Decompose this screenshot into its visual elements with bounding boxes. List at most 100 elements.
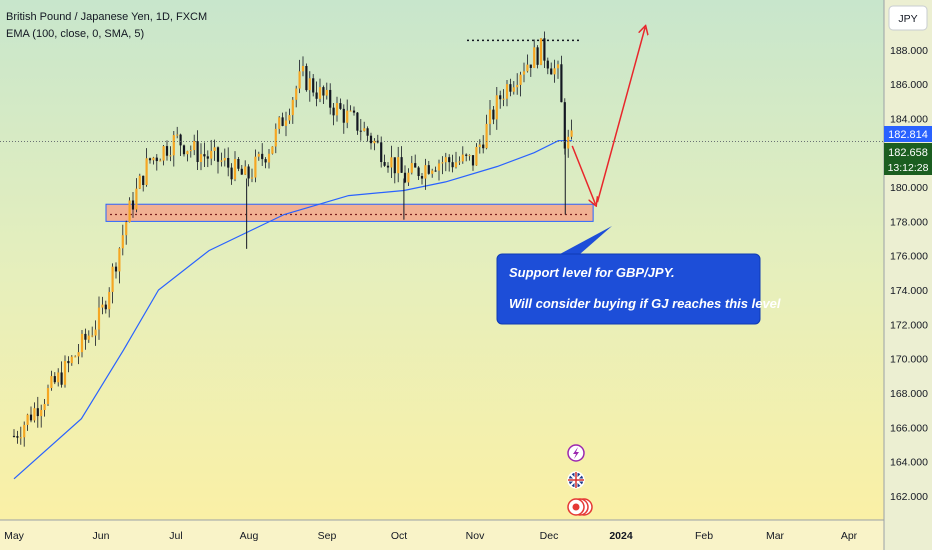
y-tick-label: 174.000 [890, 285, 928, 297]
candle-body [84, 333, 87, 340]
candle-body [179, 134, 182, 146]
candle-body [240, 168, 243, 175]
candle-body [210, 150, 213, 159]
candle-body [152, 157, 155, 161]
candle-body [172, 135, 175, 156]
x-tick-label: Nov [466, 530, 485, 542]
candle-body [244, 166, 247, 175]
candle-body [63, 361, 67, 385]
candle-body [410, 163, 413, 173]
indicator-label: EMA (100, close, 0, SMA, 5) [6, 28, 144, 40]
candle-body [12, 435, 16, 437]
candle-body [475, 146, 478, 166]
candle-body [247, 166, 250, 179]
candle-body [471, 155, 475, 166]
candle-body [233, 158, 237, 180]
candle-body [315, 92, 318, 99]
candle-body [322, 87, 325, 96]
candle-body [512, 87, 515, 92]
current-price-label: 182.814 [888, 129, 928, 141]
x-tick-label: May [4, 530, 25, 542]
candle-body [159, 160, 162, 162]
candle-body [118, 248, 121, 272]
currency-button-label: JPY [898, 13, 917, 25]
candle-body [567, 136, 570, 149]
projection-arrow-down [571, 145, 595, 204]
candle-body [560, 64, 563, 103]
y-tick-label: 164.000 [890, 457, 928, 469]
candle-body [19, 437, 22, 439]
candle-body [213, 147, 216, 151]
candle-body [50, 376, 53, 389]
candle-body [352, 110, 356, 113]
candle-body [165, 146, 169, 156]
candle-body [182, 145, 186, 155]
candle-body [427, 165, 430, 174]
candle-body [148, 158, 152, 161]
candle-body [509, 84, 512, 92]
candle-body [26, 414, 29, 425]
candle-body [227, 157, 230, 168]
candle-body [488, 109, 492, 124]
jp-flag-icon[interactable] [567, 498, 593, 516]
y-tick-label: 168.000 [890, 388, 928, 400]
candle-body [461, 154, 464, 162]
candle-body [193, 141, 196, 151]
candle-body [295, 88, 298, 100]
candle-body [278, 117, 281, 129]
candle-body [492, 109, 495, 120]
candle-body [526, 64, 529, 72]
candle-body [67, 361, 70, 364]
candle-body [176, 134, 179, 136]
candle-body [196, 141, 199, 163]
candle-body [203, 154, 206, 157]
currency-button[interactable]: JPY [888, 5, 928, 31]
candle-body [536, 47, 539, 65]
annotation-callout[interactable]: Support level for GBP/JPY. Will consider… [496, 226, 781, 325]
candle-body [437, 163, 441, 171]
candle-body [216, 147, 220, 162]
candle-body [543, 38, 546, 61]
candle-body [40, 410, 43, 417]
candle-body [417, 167, 420, 177]
candle-body [516, 84, 519, 88]
candle-body [80, 333, 84, 353]
candle-body [298, 71, 301, 89]
candle-body [444, 157, 447, 163]
candle-body [386, 165, 390, 168]
candle-body [74, 356, 77, 358]
candle-body [43, 403, 46, 411]
candle-body [267, 153, 271, 163]
candle-body [237, 158, 240, 169]
y-tick-label: 186.000 [890, 79, 928, 91]
candle-body [155, 157, 158, 162]
candle-body [505, 84, 509, 99]
candle-body [261, 153, 264, 160]
x-tick-label: Apr [841, 530, 858, 542]
lightning-icon[interactable] [567, 444, 585, 462]
candle-body [539, 38, 543, 65]
candle-body [206, 156, 209, 159]
uk-flag-icon[interactable] [567, 471, 585, 489]
candle-body [33, 408, 36, 421]
candle-body [111, 266, 114, 292]
candle-body [145, 158, 148, 186]
candle-body [274, 128, 277, 147]
candle-body [376, 140, 379, 143]
last-price-label: 182.658 [888, 147, 928, 159]
candle-body [373, 140, 376, 144]
candle-body [495, 95, 498, 120]
candle-body [556, 64, 560, 69]
y-tick-label: 188.000 [890, 45, 928, 57]
candle-body [254, 156, 257, 178]
x-tick-label: Oct [391, 530, 407, 542]
candle-body [482, 144, 485, 149]
candle-body [434, 170, 437, 172]
candle-body [519, 74, 522, 85]
candle-body [522, 71, 526, 75]
candle-body [369, 135, 373, 144]
candle-body [53, 376, 56, 383]
candle-body [400, 157, 403, 173]
